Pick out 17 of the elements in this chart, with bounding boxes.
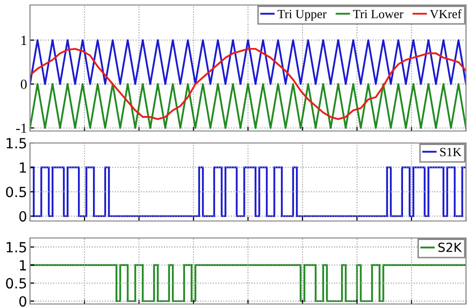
y-tick-label: 0.5 bbox=[6, 186, 26, 198]
legend-label: S1K bbox=[440, 148, 462, 156]
y-tick-label: 1.5 bbox=[6, 138, 26, 148]
legend-label: Tri Upper bbox=[278, 10, 327, 21]
y-tick-label: -1 bbox=[16, 124, 26, 133]
line-series bbox=[30, 48, 466, 120]
y-tick-label: 1 bbox=[20, 260, 26, 270]
y-tick-label: 0 bbox=[19, 296, 26, 307]
legend-label: Tri Lower bbox=[353, 10, 404, 18]
legend-label: S2K bbox=[438, 242, 462, 252]
y-tick-label: 0 bbox=[20, 80, 27, 89]
legend-label: VKref bbox=[430, 9, 462, 18]
y-tick-label: 0 bbox=[19, 211, 26, 222]
y-tick-label: 1 bbox=[20, 162, 26, 173]
y-tick-label: 1.5 bbox=[6, 242, 26, 252]
y-tick-label: 0.5 bbox=[6, 278, 26, 289]
y-tick-label: 1 bbox=[22, 36, 26, 45]
